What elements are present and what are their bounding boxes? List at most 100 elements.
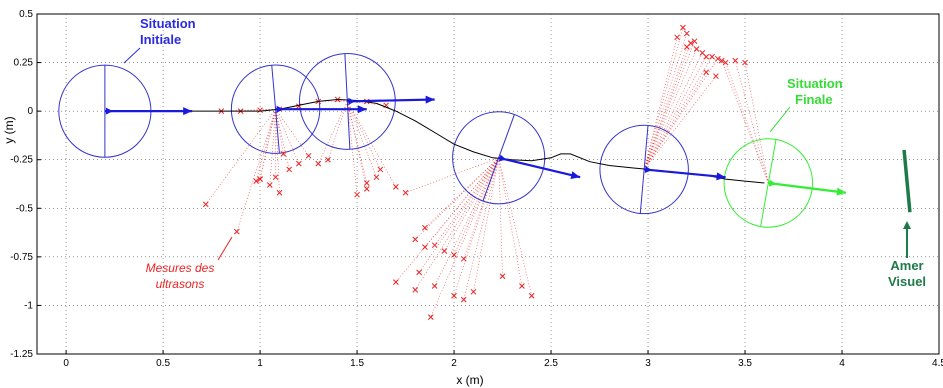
ultrasound-point: [742, 59, 748, 66]
y-tick-label: 0: [27, 106, 33, 117]
heading-start-marker: [498, 154, 507, 162]
ultrasound-point: [422, 244, 428, 250]
ultrasound-point-stroke: [691, 38, 698, 45]
ultrasound-point: [422, 224, 428, 231]
ultrasound-point: [402, 189, 409, 196]
ultrasound-point-stroke: [699, 50, 706, 56]
ultrasound-point-stroke: [693, 46, 700, 52]
x-ticks: 0 0.5 1 1.5 2 2.5 3 3.5 4 4.5: [63, 350, 943, 369]
ultrasound-point-stroke: [422, 244, 428, 250]
ultrasound-point: [528, 292, 535, 299]
ultrasound-point-stroke: [253, 178, 260, 184]
ultrasound-ray: [643, 58, 719, 170]
ultrasound-point-stroke: [315, 160, 322, 167]
ultrasound-point-stroke: [257, 107, 263, 114]
ultrasound-point-stroke: [431, 283, 438, 289]
ultrasound-ray: [643, 27, 684, 170]
ultrasound-ray: [453, 157, 500, 296]
ultrasound-ray: [424, 157, 499, 228]
heading-arrows: [104, 95, 847, 196]
ultrasound-point-stroke: [422, 224, 428, 231]
y-axis-label: y (m): [2, 116, 16, 143]
ultrasound-point: [266, 182, 273, 188]
y-tick-label: 0.25: [14, 58, 34, 69]
ultrasound-point: [431, 242, 438, 249]
ultrasound-point-stroke: [363, 186, 370, 192]
x-tick-label: 4: [839, 358, 845, 369]
ultrasound-point: [296, 160, 302, 167]
ultrasound-ray: [643, 46, 688, 170]
ultrasound-ray: [327, 101, 348, 160]
ultrasound-point: [683, 44, 690, 50]
annotation-ultrasons-pointer: [217, 236, 233, 261]
x-tick-label: 2.5: [544, 358, 558, 369]
heading-start-marker: [348, 97, 356, 105]
ultrasound-point-stroke: [276, 189, 283, 196]
annotation-ultrasons-line1: Mesures des: [146, 261, 215, 275]
annotation-final-line2: Finale: [795, 92, 833, 107]
ultrasound-point: [451, 292, 457, 299]
ultrasound-point: [732, 57, 739, 64]
ultrasound-point-stroke: [412, 287, 419, 293]
ultrasound-point: [280, 151, 287, 157]
heading-arrowhead: [357, 105, 367, 114]
ultrasound-ray: [275, 109, 300, 164]
visual-landmark: [902, 149, 912, 213]
ultrasound-point: [431, 283, 438, 289]
ultrasound-point-stroke: [257, 176, 263, 182]
heading-start-marker: [276, 105, 284, 113]
ultrasound-ray: [347, 101, 358, 195]
ultrasound-point: [377, 166, 384, 173]
heading-arrow: [347, 98, 435, 103]
annotation-landmark-arrowhead: [903, 221, 911, 229]
ultrasound-ray: [317, 101, 348, 164]
ultrasound-point-stroke: [722, 59, 729, 66]
y-ticks: 0.5 0.25 0 -0.25 -0.5 -0.75 -1 -1.25: [10, 9, 41, 360]
ultrasound-point: [253, 178, 260, 184]
heading-start-marker: [105, 107, 113, 115]
x-tick-label: 4.5: [932, 358, 943, 369]
ultrasound-point: [393, 279, 399, 285]
ultrasound-ray: [260, 108, 276, 111]
ultrasound-point-stroke: [202, 201, 209, 208]
ultrasound-ray: [643, 56, 707, 170]
heading-start-marker: [644, 166, 653, 174]
ultrasound-point: [691, 38, 698, 45]
ultrasound-ray: [255, 109, 276, 182]
ultrasound-point-stroke: [528, 292, 535, 299]
plot-area: [36, 13, 940, 355]
ultrasound-ray: [430, 157, 499, 318]
ultrasound-point-stroke: [683, 30, 690, 37]
ultrasound-point: [354, 191, 360, 198]
annotation-ultrasons-line2: ultrasons: [156, 277, 205, 291]
annotation-landmark-line2: Visuel: [888, 274, 926, 289]
ultrasound-ray: [418, 157, 499, 273]
heading-arrowhead: [716, 172, 726, 181]
ultrasound-point-stroke: [703, 69, 710, 76]
y-tick-label: -1: [24, 300, 33, 311]
ultrasound-ray: [463, 157, 500, 300]
annotation-initial-line2: Initiale: [140, 32, 181, 47]
ultrasound-point: [272, 174, 279, 181]
ultrasound-point-stroke: [718, 57, 725, 64]
ultrasound-ray: [643, 48, 697, 170]
ultrasound-point-stroke: [451, 252, 457, 258]
ultrasound-point: [305, 152, 312, 159]
ultrasound-point-stroke: [703, 53, 710, 60]
ultrasound-point-stroke: [451, 292, 457, 299]
ultrasound-point: [233, 228, 240, 235]
ultrasound-point-stroke: [709, 53, 715, 60]
ultrasound-point: [718, 57, 725, 64]
y-tick-label: -0.5: [16, 203, 34, 214]
ultrasound-ray: [643, 72, 707, 170]
ultrasound-point: [703, 53, 710, 60]
ultrasound-point: [202, 201, 209, 208]
ultrasound-point: [363, 186, 370, 192]
ultrasound-point-stroke: [305, 152, 312, 159]
ultrasound-point: [412, 287, 419, 293]
ultrasound-point-stroke: [680, 24, 686, 31]
x-tick-label: 0: [63, 358, 69, 369]
ultrasound-point: [709, 53, 715, 60]
ultrasound-point: [722, 59, 729, 66]
x-tick-label: 3.5: [738, 358, 752, 369]
